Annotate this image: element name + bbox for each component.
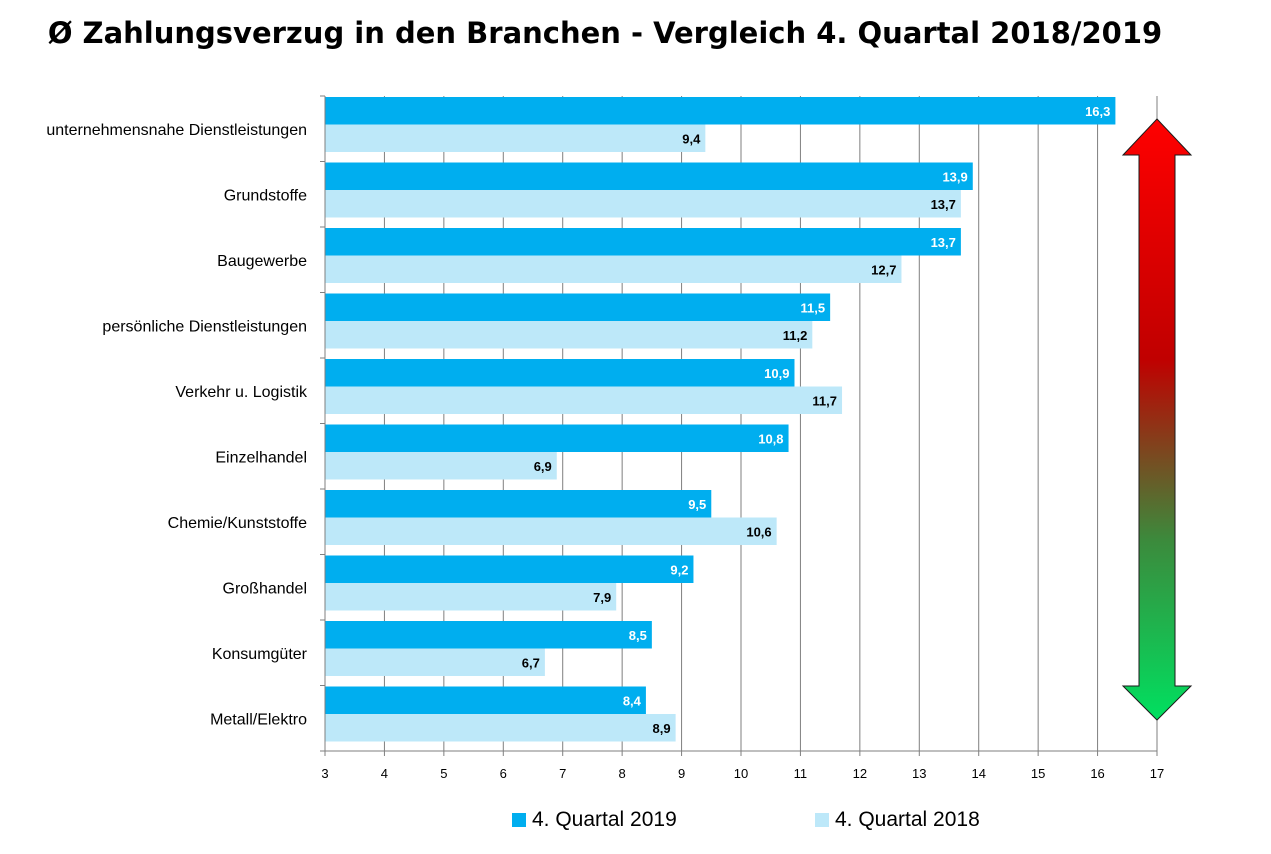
bar-2019 bbox=[325, 359, 795, 387]
legend-label-2019: 4. Quartal 2019 bbox=[532, 808, 677, 831]
data-label: 11,5 bbox=[801, 300, 826, 315]
bar-2018 bbox=[325, 386, 843, 414]
bar-2018 bbox=[325, 714, 676, 742]
category-label: unternehmensnahe Dienstleistungen bbox=[46, 122, 307, 139]
data-label: 10,9 bbox=[764, 366, 789, 381]
category-label: Metall/Elektro bbox=[210, 711, 307, 728]
legend-item-2018: 4. Quartal 2018 bbox=[815, 808, 980, 832]
x-tick-label: 8 bbox=[619, 766, 626, 781]
x-tick-label: 3 bbox=[321, 766, 328, 781]
category-label: Verkehr u. Logistik bbox=[175, 384, 308, 401]
category-label: Grundstoffe bbox=[224, 187, 307, 204]
data-label: 6,7 bbox=[522, 655, 540, 670]
bar-2019 bbox=[325, 228, 961, 256]
bar-2018 bbox=[325, 452, 557, 480]
bar-2019 bbox=[325, 621, 652, 649]
bar-2019 bbox=[325, 162, 973, 190]
x-tick-label: 7 bbox=[559, 766, 566, 781]
bar-2018 bbox=[325, 124, 706, 152]
data-label: 11,2 bbox=[783, 328, 808, 343]
x-tick-label: 13 bbox=[912, 766, 926, 781]
bar-2018 bbox=[325, 321, 813, 349]
legend-swatch-2019 bbox=[512, 813, 526, 827]
bar-2018 bbox=[325, 583, 617, 611]
x-tick-label: 17 bbox=[1150, 766, 1164, 781]
bar-2019 bbox=[325, 490, 712, 518]
x-tick-label: 6 bbox=[500, 766, 507, 781]
bar-2019 bbox=[325, 686, 646, 714]
bar-2019 bbox=[325, 424, 789, 452]
bar-2019 bbox=[325, 555, 694, 583]
x-tick-label: 14 bbox=[971, 766, 985, 781]
legend-item-2019: 4. Quartal 2019 bbox=[512, 808, 677, 832]
x-tick-label: 4 bbox=[381, 766, 388, 781]
data-label: 9,5 bbox=[688, 497, 706, 512]
category-label: Chemie/Kunststoffe bbox=[168, 515, 307, 532]
category-label: persönliche Dienstleistungen bbox=[102, 318, 307, 335]
x-tick-label: 12 bbox=[853, 766, 867, 781]
bar-2019 bbox=[325, 97, 1116, 125]
bar-2019 bbox=[325, 293, 831, 321]
legend-label-2018: 4. Quartal 2018 bbox=[835, 808, 980, 831]
x-tick-label: 10 bbox=[734, 766, 748, 781]
x-tick-label: 15 bbox=[1031, 766, 1045, 781]
data-label: 9,4 bbox=[682, 131, 701, 146]
data-label: 13,9 bbox=[942, 169, 967, 184]
data-label: 8,5 bbox=[629, 628, 647, 643]
data-label: 10,6 bbox=[746, 524, 771, 539]
x-tick-label: 16 bbox=[1090, 766, 1104, 781]
legend-swatch-2018 bbox=[815, 813, 829, 827]
category-label: Konsumgüter bbox=[212, 646, 308, 663]
x-tick-label: 11 bbox=[794, 766, 808, 781]
data-label: 13,7 bbox=[931, 197, 956, 212]
bar-2018 bbox=[325, 517, 777, 545]
category-label: Großhandel bbox=[223, 580, 308, 597]
data-label: 16,3 bbox=[1085, 104, 1110, 119]
data-label: 13,7 bbox=[931, 235, 956, 250]
data-label: 9,2 bbox=[670, 562, 688, 577]
x-tick-label: 5 bbox=[440, 766, 447, 781]
data-label: 6,9 bbox=[534, 459, 552, 474]
bar-2018 bbox=[325, 190, 961, 218]
arrow-annotation bbox=[1121, 118, 1193, 721]
category-label: Einzelhandel bbox=[215, 449, 307, 466]
data-label: 8,9 bbox=[653, 721, 671, 736]
x-tick-label: 9 bbox=[678, 766, 685, 781]
data-label: 10,8 bbox=[758, 431, 783, 446]
data-label: 7,9 bbox=[593, 590, 611, 605]
data-label: 11,7 bbox=[812, 393, 837, 408]
chart-title: Ø Zahlungsverzug in den Branchen - Vergl… bbox=[47, 16, 1163, 50]
data-label: 8,4 bbox=[623, 693, 642, 708]
bar-2018 bbox=[325, 648, 545, 676]
category-label: Baugewerbe bbox=[217, 253, 307, 270]
bar-2018 bbox=[325, 255, 902, 283]
data-label: 12,7 bbox=[871, 262, 896, 277]
